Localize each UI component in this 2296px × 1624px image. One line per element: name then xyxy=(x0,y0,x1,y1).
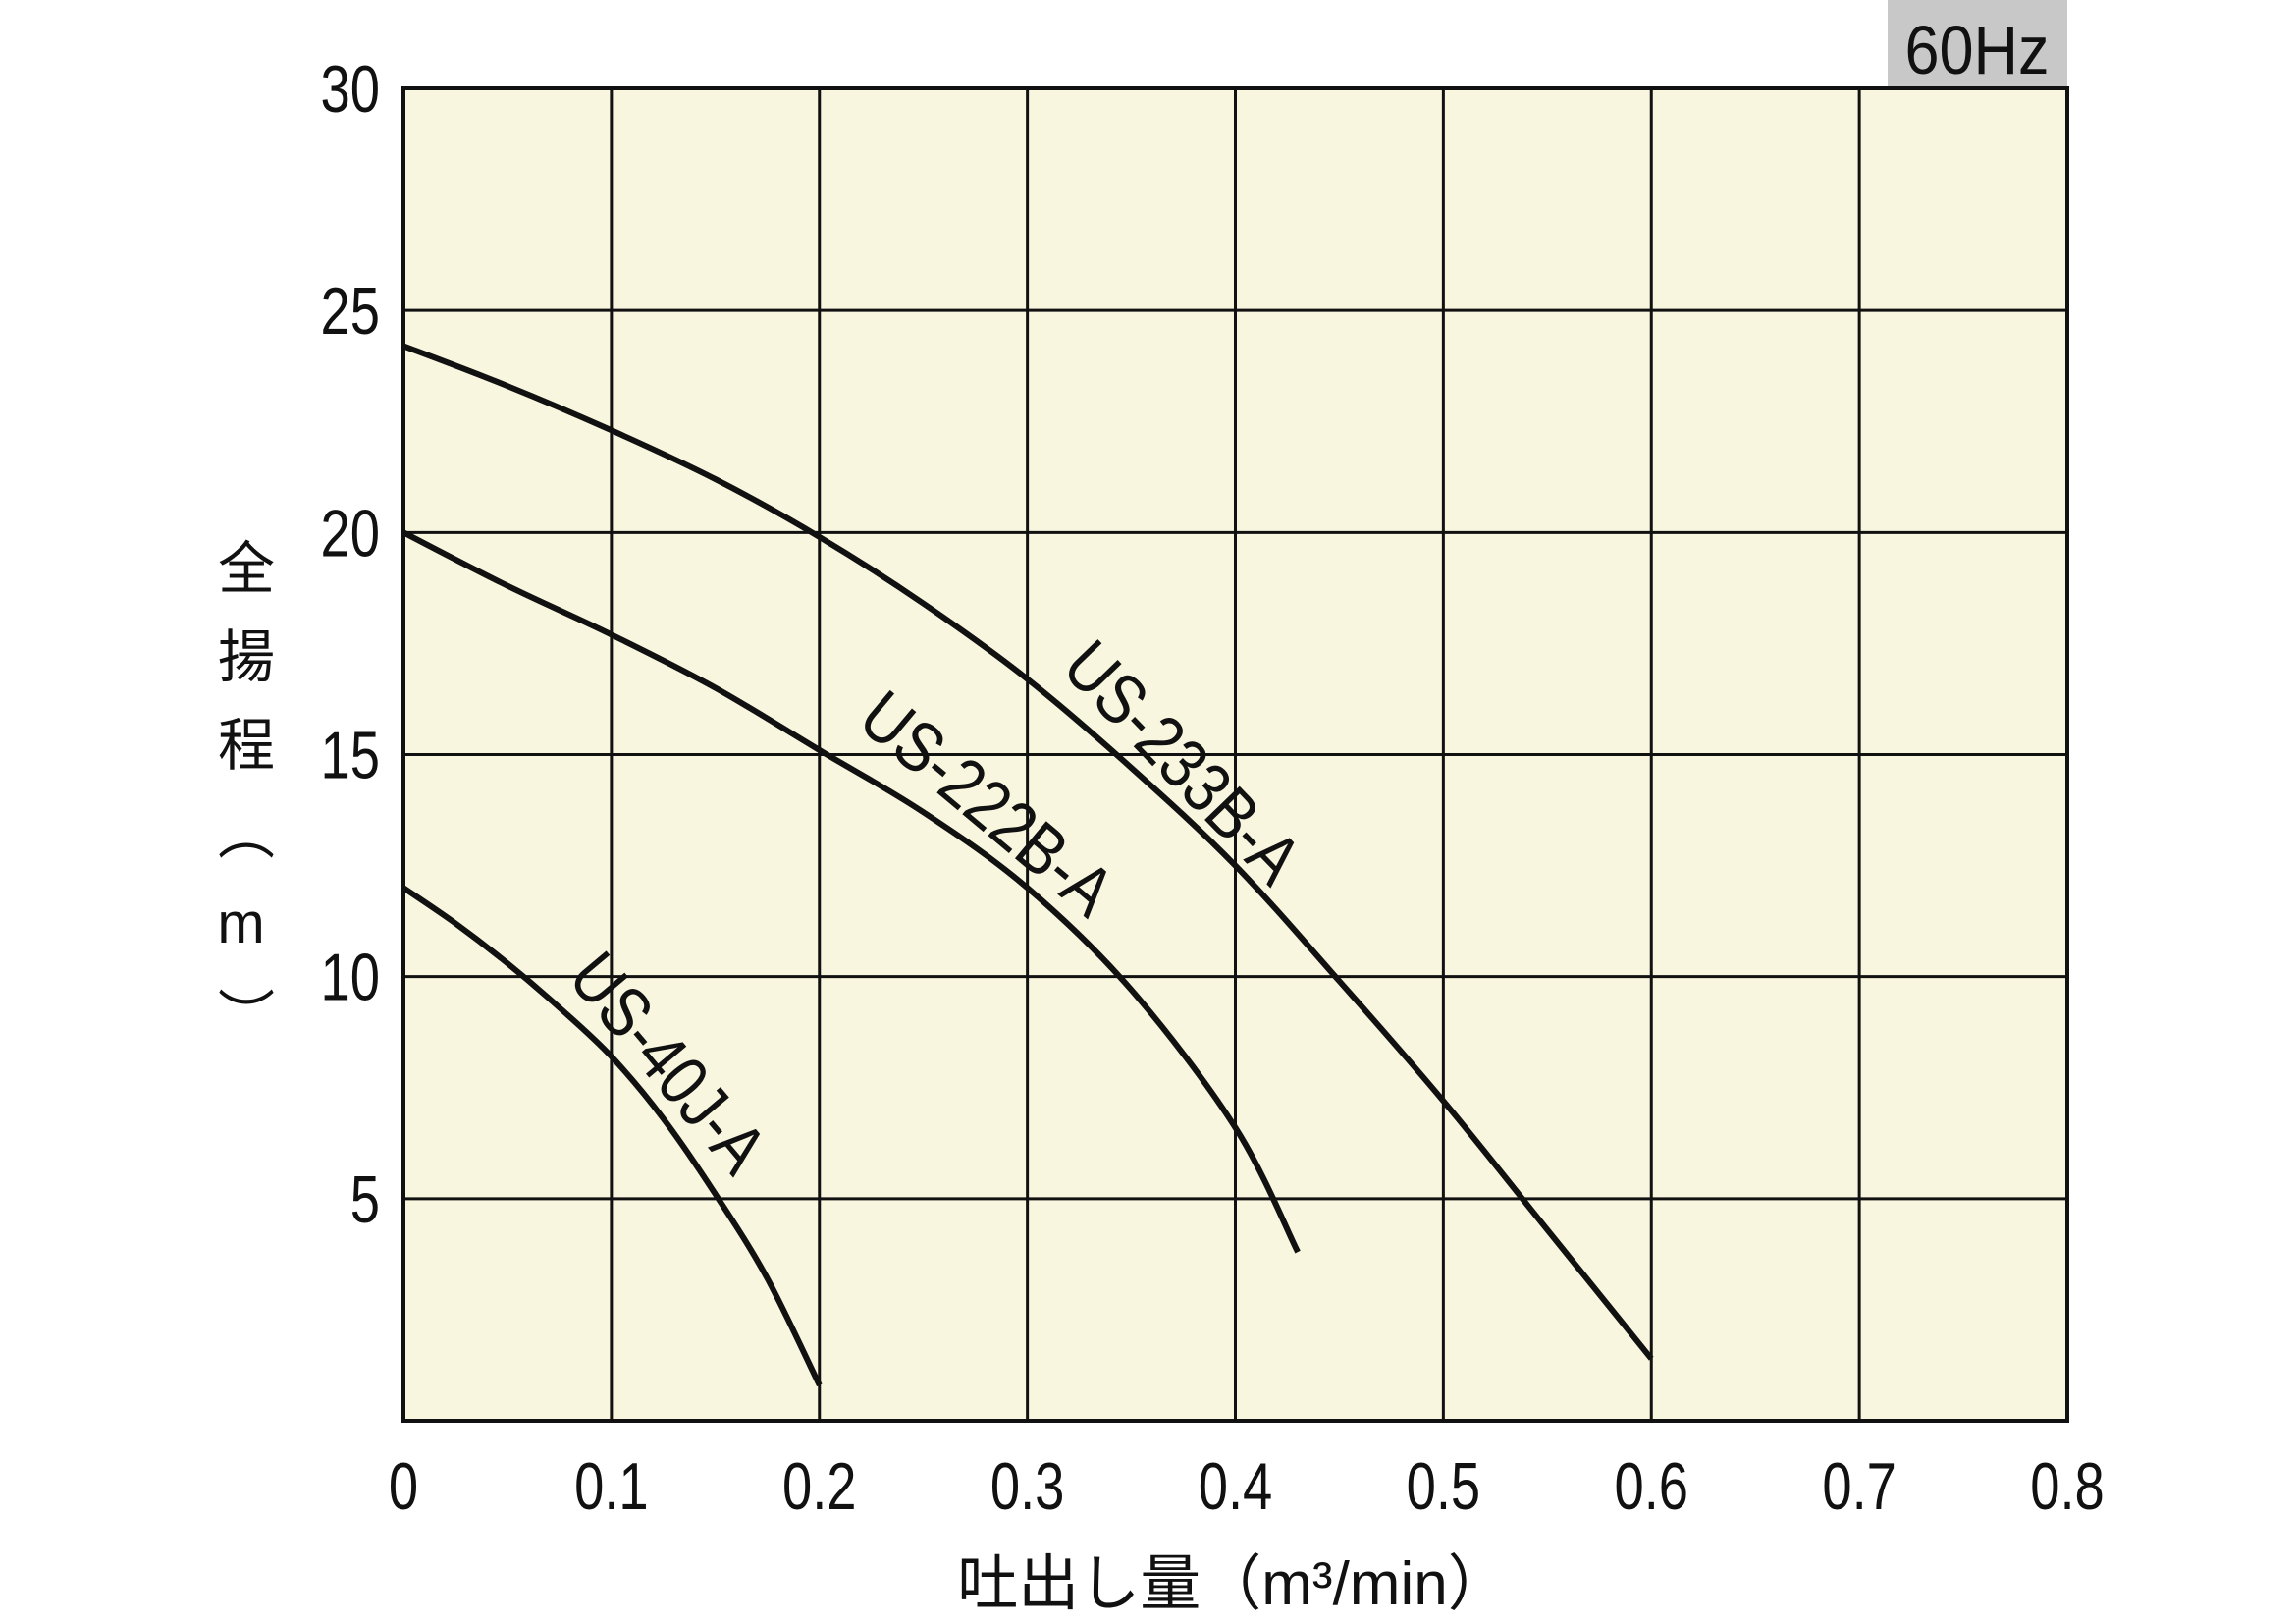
y-tick: 15 xyxy=(320,719,380,793)
plot-border xyxy=(401,86,2069,1423)
x-tick-label: 0.4 xyxy=(1199,1449,1273,1524)
x-tick: 0.4 xyxy=(1199,1449,1273,1524)
x-tick: 0.3 xyxy=(990,1449,1065,1524)
y-tick: 25 xyxy=(320,274,380,349)
series-curve-us-222b-a xyxy=(401,529,1301,1254)
y-tick-label: 15 xyxy=(320,719,380,793)
x-tick: 0 xyxy=(389,1449,418,1524)
y-tick: 10 xyxy=(320,941,380,1015)
x-tick: 0.2 xyxy=(782,1449,857,1524)
series-curve-us-233b-a xyxy=(401,343,1654,1361)
x-tick-label: 0.8 xyxy=(2030,1449,2105,1524)
frequency-badge-text-group: 60Hz xyxy=(1904,13,2049,89)
y-tick: 30 xyxy=(320,52,380,127)
x-tick-label: 0.2 xyxy=(782,1449,857,1524)
y-tick-label: 30 xyxy=(320,52,380,127)
y-tick-label: 25 xyxy=(320,274,380,349)
grid xyxy=(401,86,2069,1421)
y-tick: 5 xyxy=(350,1163,380,1237)
x-tick-label: 0.3 xyxy=(990,1449,1065,1524)
series-curve-us-40j-a xyxy=(401,885,823,1387)
x-tick: 0.7 xyxy=(1822,1449,1896,1524)
x-tick: 0.8 xyxy=(2030,1449,2105,1524)
x-tick-label: 0.1 xyxy=(574,1449,649,1524)
frequency-badge xyxy=(1888,0,2067,88)
x-tick: 0.1 xyxy=(574,1449,649,1524)
y-tick-label: 5 xyxy=(350,1163,380,1237)
x-tick: 0.5 xyxy=(1407,1449,1481,1524)
y-tick: 20 xyxy=(320,497,380,571)
y-axis-label: 全揚程（m） xyxy=(209,538,273,1075)
frequency-badge-label: 60Hz xyxy=(1904,13,2049,89)
x-tick-label: 0.5 xyxy=(1407,1449,1481,1524)
x-axis-label: 吐出し量（m³/min） xyxy=(957,1550,1508,1618)
y-tick-label: 10 xyxy=(320,941,380,1015)
x-tick-label: 0 xyxy=(389,1449,418,1524)
y-tick-label: 20 xyxy=(320,497,380,571)
x-tick-label: 0.7 xyxy=(1822,1449,1896,1524)
x-tick-label: 0.6 xyxy=(1614,1449,1688,1524)
x-tick: 0.6 xyxy=(1614,1449,1688,1524)
